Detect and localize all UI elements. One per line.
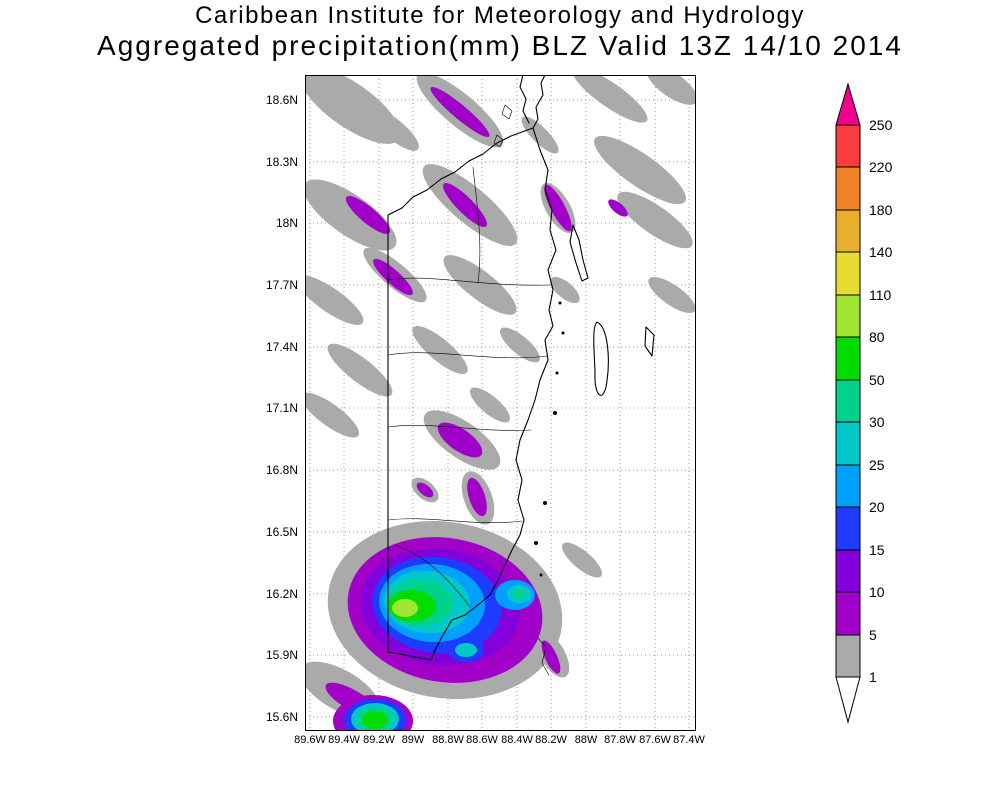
lon-tick-label: 87.6W: [639, 734, 671, 746]
lighthouse-reef: [644, 326, 655, 357]
colorbar: [835, 82, 861, 724]
colorbar-segment: [835, 251, 861, 296]
lagoon-1: [501, 104, 513, 120]
lon-tick-label: 89W: [401, 734, 425, 746]
colorbar-segment: [835, 166, 861, 211]
lat-tick-label: 18.3N: [265, 155, 298, 169]
title-institute: Caribbean Institute for Meteorology and …: [195, 2, 805, 29]
colorbar-segment: [835, 591, 861, 636]
precip-core-south: [333, 548, 535, 731]
colorbar-tick-label: 30: [869, 414, 885, 430]
belize-outline: [387, 127, 557, 661]
lat-tick-label: 16.8N: [265, 463, 298, 477]
ambergris-caye: [569, 224, 589, 282]
colorbar-segment: [835, 634, 861, 678]
cayes-dots: [534, 301, 565, 577]
page-title: Caribbean Institute for Meteorology and …: [0, 2, 1000, 62]
colorbar-tick-label: 50: [869, 372, 885, 388]
colorbar-tick-label: 25: [869, 457, 885, 473]
lon-tick-label: 88.6W: [466, 734, 498, 746]
colorbar-segment: [835, 506, 861, 551]
lon-tick-label: 89.6W: [294, 734, 326, 746]
turneffe-atoll: [593, 321, 609, 396]
colorbar-segment: [835, 464, 861, 508]
colorbar-arrow-bottom: [835, 676, 861, 724]
lon-tick-label: 87.8W: [604, 734, 636, 746]
district-boundaries: [387, 166, 552, 608]
colorbar-segment: [835, 209, 861, 253]
colorbar-tick-label: 80: [869, 329, 885, 345]
lat-tick-label: 18.6N: [265, 93, 298, 107]
lat-tick-label: 17.7N: [265, 278, 298, 292]
lon-tick-label: 87.4W: [673, 734, 705, 746]
plot-frame: [305, 75, 696, 731]
lon-tick-label: 88.8W: [432, 734, 464, 746]
lagoon-2: [493, 134, 504, 148]
colorbar-tick-label: 180: [869, 202, 893, 218]
yucatan-coast: [532, 75, 546, 129]
map-outlines: [387, 75, 655, 676]
honduras-coast: [536, 636, 550, 676]
lon-tick-label: 88W: [574, 734, 598, 746]
colorbar-segment: [835, 549, 861, 593]
chetumal-bay: [519, 75, 530, 124]
colorbar-tick-label: 15: [869, 542, 885, 558]
precip-shading: [305, 75, 696, 731]
colorbar-tick-label: 250: [869, 117, 893, 133]
colorbar-segment: [835, 421, 861, 466]
colorbar-tick-label: 1: [869, 669, 877, 685]
colorbar-segment: [835, 379, 861, 423]
colorbar-arrow-top: [835, 82, 861, 126]
lat-tick-label: 16.2N: [265, 587, 298, 601]
lat-tick-label: 15.9N: [265, 648, 298, 662]
colorbar-segment: [835, 294, 861, 338]
lat-tick-label: 15.6N: [265, 710, 298, 724]
precipitation-map: [305, 75, 696, 731]
lat-tick-label: 17.1N: [265, 401, 298, 415]
lon-tick-label: 88.2W: [535, 734, 567, 746]
colorbar-tick-label: 5: [869, 627, 877, 643]
colorbar-segment: [835, 124, 861, 168]
lon-tick-label: 88.4W: [501, 734, 533, 746]
colorbar-tick-label: 220: [869, 159, 893, 175]
colorbar-tick-label: 10: [869, 584, 885, 600]
lat-tick-label: 18N: [275, 216, 298, 230]
lat-tick-label: 16.5N: [265, 525, 298, 539]
title-product: Aggregated precipitation(mm) BLZ Valid 1…: [97, 30, 903, 61]
colorbar-tick-label: 140: [869, 244, 893, 260]
colorbar-tick-label: 110: [869, 287, 892, 303]
lat-tick-label: 17.4N: [265, 340, 298, 354]
colorbar-segment: [835, 336, 861, 381]
lon-tick-label: 89.2W: [363, 734, 395, 746]
colorbar-tick-label: 20: [869, 499, 885, 515]
lon-tick-label: 89.4W: [328, 734, 360, 746]
